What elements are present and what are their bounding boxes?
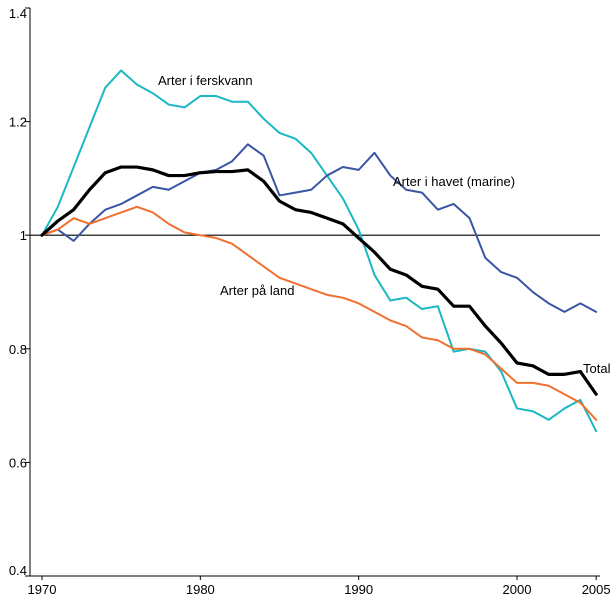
series-line-arter-p-land [41,205,598,421]
series-line-arter-i-havet-marine [41,143,598,313]
x-tick-label: 2005 [582,582,611,597]
label-arter-i-ferskvann: Arter i ferskvann [158,73,253,88]
y-tick-label: 1.4 [9,6,27,21]
x-tick-label: 2000 [503,582,532,597]
y-tick-label: 1.2 [9,115,27,130]
x-tick-label: 1980 [186,582,215,597]
y-tick-label: 0.6 [9,455,27,470]
y-tick-label: 0.8 [9,342,27,357]
series-labels: Arter i ferskvann Arter i havet (marine)… [158,73,611,376]
series-line-arter-i-ferskvann [41,69,598,433]
label-total: Total [583,361,611,376]
y-tick-label: 0.4 [9,563,27,578]
y-tick-label: 1 [20,228,27,243]
series-line-total [40,165,598,396]
series-lines [40,69,598,433]
label-arter-i-havet-marine: Arter i havet (marine) [393,174,515,189]
x-tick-label: 1990 [344,582,373,597]
axes [29,8,600,577]
x-tick-label: 1970 [28,582,57,597]
label-arter-pa-land: Arter på land [220,283,294,298]
y-axis-ticks: 0.4 0.6 0.8 1 1.2 1.4 [9,6,30,578]
x-axis-ticks: 1970 1980 1990 2000 2005 [28,576,611,597]
